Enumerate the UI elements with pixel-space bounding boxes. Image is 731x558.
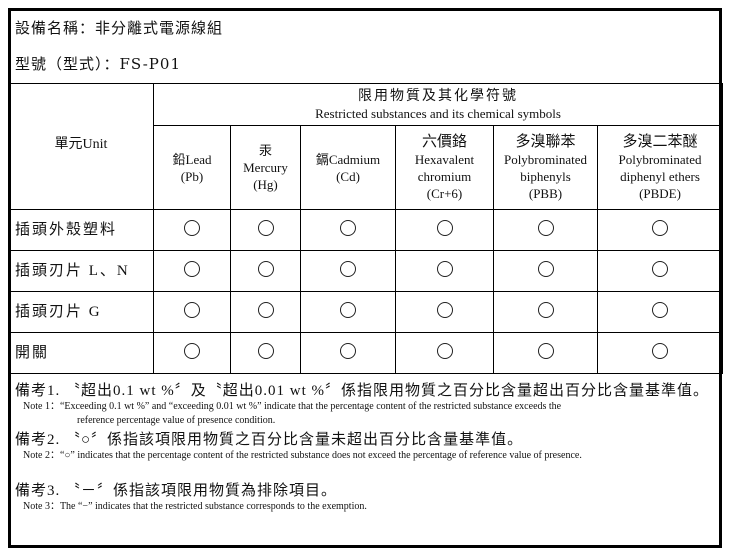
substance-column-header: 多溴聯苯 Polybrominated biphenyls (PBB) [493,125,598,210]
compliance-cell [395,209,494,251]
substance-column-header: 多溴二苯醚 Polybrominated diphenyl ethers (PBDE) [596,125,724,210]
group-header: 限用物質及其化學符號 Restricted substances and its … [152,83,724,126]
circle-mark-icon [652,220,669,236]
substance-column-header: 鎘Cadmium (Cd) [300,125,396,210]
circle-mark-icon [537,302,554,318]
unit-name: 開關 [8,332,154,374]
circle-mark-icon [257,220,274,236]
unit-name: 插頭刃片 L、N [8,250,154,292]
compliance-cell [153,209,231,251]
compliance-cell [230,209,301,251]
circle-mark-icon [184,343,200,359]
circle-mark-icon [436,343,453,359]
circle-mark-icon [184,302,200,318]
circle-mark-icon [257,302,274,318]
note-3-en: Note 3：The “−” indicates that the restri… [23,501,367,512]
substance-column-header: 鉛Lead (Pb) [153,125,231,210]
circle-mark-icon [340,220,356,236]
compliance-cell [395,250,494,292]
compliance-cell [493,250,598,292]
circle-mark-icon [537,343,554,359]
compliance-cell [153,250,231,292]
circle-mark-icon [340,343,356,359]
compliance-cell [230,250,301,292]
compliance-cell [596,332,724,374]
compliance-cell [153,332,231,374]
notes: 備考1. 〝超出0.1 wt %〞及〝超出0.01 wt %〞係指限用物質之百分… [11,311,719,514]
compliance-cell [300,332,396,374]
circle-mark-icon [537,261,554,277]
circle-mark-icon [184,220,200,236]
circle-mark-icon [257,261,274,277]
circle-mark-icon [652,302,669,318]
note-2-cn: 備考2. 〝○〞係指該項限用物質之百分比含量未超出百分比含量基準值。 [15,432,524,448]
substance-column-header: 汞 Mercury (Hg) [230,125,301,210]
compliance-cell [596,250,724,292]
unit-name: 插頭外殼塑料 [8,209,154,251]
circle-mark-icon [652,343,669,359]
circle-mark-icon [537,220,554,236]
compliance-cell [300,209,396,251]
circle-mark-icon [436,261,453,277]
table-row: 插頭刃片 G [8,291,724,333]
table-row: 插頭刃片 L、N [8,250,724,292]
equipment-name: 設備名稱：非分離式電源線組 [15,19,224,37]
note-1-en-cont: reference percentage value of presence c… [77,415,276,426]
note-1-en: Note 1：“Exceeding 0.1 wt %” and “exceedi… [23,401,562,412]
circle-mark-icon [340,261,356,277]
compliance-cell [300,250,396,292]
rohs-declaration: 設備名稱：非分離式電源線組 型號（型式）：FS-P01 單元Unit 限用物質及… [8,8,724,548]
compliance-cell [230,332,301,374]
substance-column-header: 六價鉻 Hexavalent chromium (Cr+6) [395,125,494,210]
note-3-cn: 備考3. 〝－〞係指該項限用物質為排除項目。 [15,483,338,499]
substance-table: 單元Unit 限用物質及其化學符號 Restricted substances a… [8,83,724,374]
circle-mark-icon [652,261,669,277]
compliance-cell [230,291,301,333]
compliance-cell [596,209,724,251]
table-row: 插頭外殼塑料 [8,209,724,251]
circle-mark-icon [340,302,356,318]
circle-mark-icon [436,302,453,318]
compliance-cell [493,291,598,333]
model-number: 型號（型式）：FS-P01 [15,55,181,73]
unit-header: 單元Unit [8,83,154,210]
table-row: 開關 [8,332,724,374]
unit-name: 插頭刃片 G [8,291,154,333]
circle-mark-icon [436,220,453,236]
note-2-en: Note 2：“○” indicates that the percentage… [23,450,582,461]
compliance-cell [493,209,598,251]
circle-mark-icon [184,261,200,277]
circle-mark-icon [257,343,274,359]
note-1-cn: 備考1. 〝超出0.1 wt %〞及〝超出0.01 wt %〞係指限用物質之百分… [15,383,709,399]
